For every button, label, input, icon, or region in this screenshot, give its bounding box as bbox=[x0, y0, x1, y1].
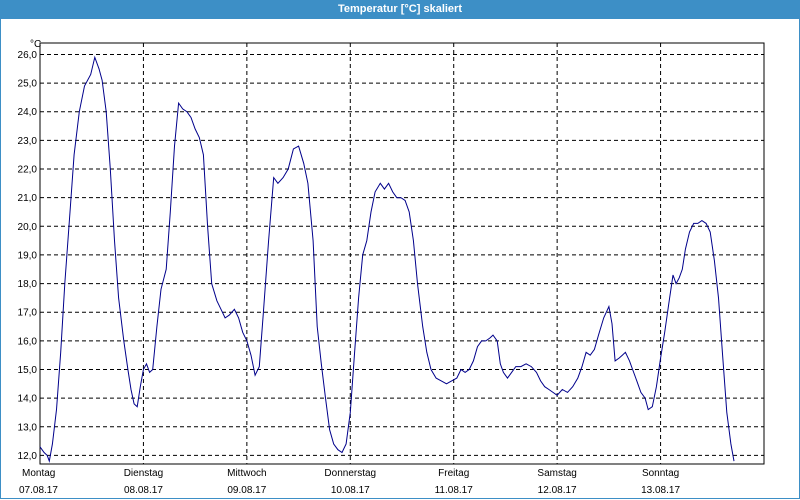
y-tick-label: 22,0 bbox=[18, 165, 38, 176]
x-tick-date: 12.08.17 bbox=[538, 485, 577, 496]
y-ticks: 12,0 13,0 14,0 15,0 16,0 17,0 18,0 19,0 20,0 21,0… bbox=[18, 50, 38, 462]
y-tick-label: 15,0 bbox=[18, 365, 38, 376]
x-tick-day: Dienstag bbox=[124, 468, 163, 479]
grid bbox=[40, 43, 764, 464]
x-ticks: Montag 07.08.17 Dienstag 08.08.17 Mittwoch 09… bbox=[19, 468, 680, 496]
x-tick-day: Sonntag bbox=[642, 468, 679, 479]
y-tick-label: 20,0 bbox=[18, 222, 38, 233]
x-tick-date: 07.08.17 bbox=[19, 485, 58, 496]
x-tick-day: Montag bbox=[22, 468, 55, 479]
temperature-line bbox=[39, 55, 735, 463]
y-tick-label: 18,0 bbox=[18, 279, 38, 290]
y-tick-label: 12,0 bbox=[18, 451, 38, 462]
y-tick-label: 24,0 bbox=[18, 107, 38, 118]
y-tick-label: 25,0 bbox=[18, 79, 38, 90]
x-tick-day: Mittwoch bbox=[227, 468, 266, 479]
x-tick-day: Freitag bbox=[438, 468, 469, 479]
x-tick-date: 09.08.17 bbox=[227, 485, 266, 496]
chart-title: Temperatur [°C] skaliert bbox=[0, 0, 800, 19]
x-tick-date: 13.08.17 bbox=[641, 485, 680, 496]
y-tick-label: 14,0 bbox=[18, 394, 38, 405]
x-tick-date: 10.08.17 bbox=[331, 485, 370, 496]
plot-area bbox=[39, 42, 765, 465]
y-tick-label: 21,0 bbox=[18, 193, 38, 204]
x-tick-day: Samstag bbox=[537, 468, 576, 479]
y-axis-unit: °C bbox=[30, 39, 41, 50]
y-tick-label: 26,0 bbox=[18, 50, 38, 61]
x-tick-date: 08.08.17 bbox=[124, 485, 163, 496]
y-tick-label: 16,0 bbox=[18, 336, 38, 347]
y-tick-label: 23,0 bbox=[18, 136, 38, 147]
y-tick-label: 17,0 bbox=[18, 308, 38, 319]
x-tick-day: Donnerstag bbox=[324, 468, 376, 479]
x-tick-date: 11.08.17 bbox=[435, 485, 474, 496]
y-tick-label: 19,0 bbox=[18, 250, 38, 261]
y-tick-label: 13,0 bbox=[18, 422, 38, 433]
